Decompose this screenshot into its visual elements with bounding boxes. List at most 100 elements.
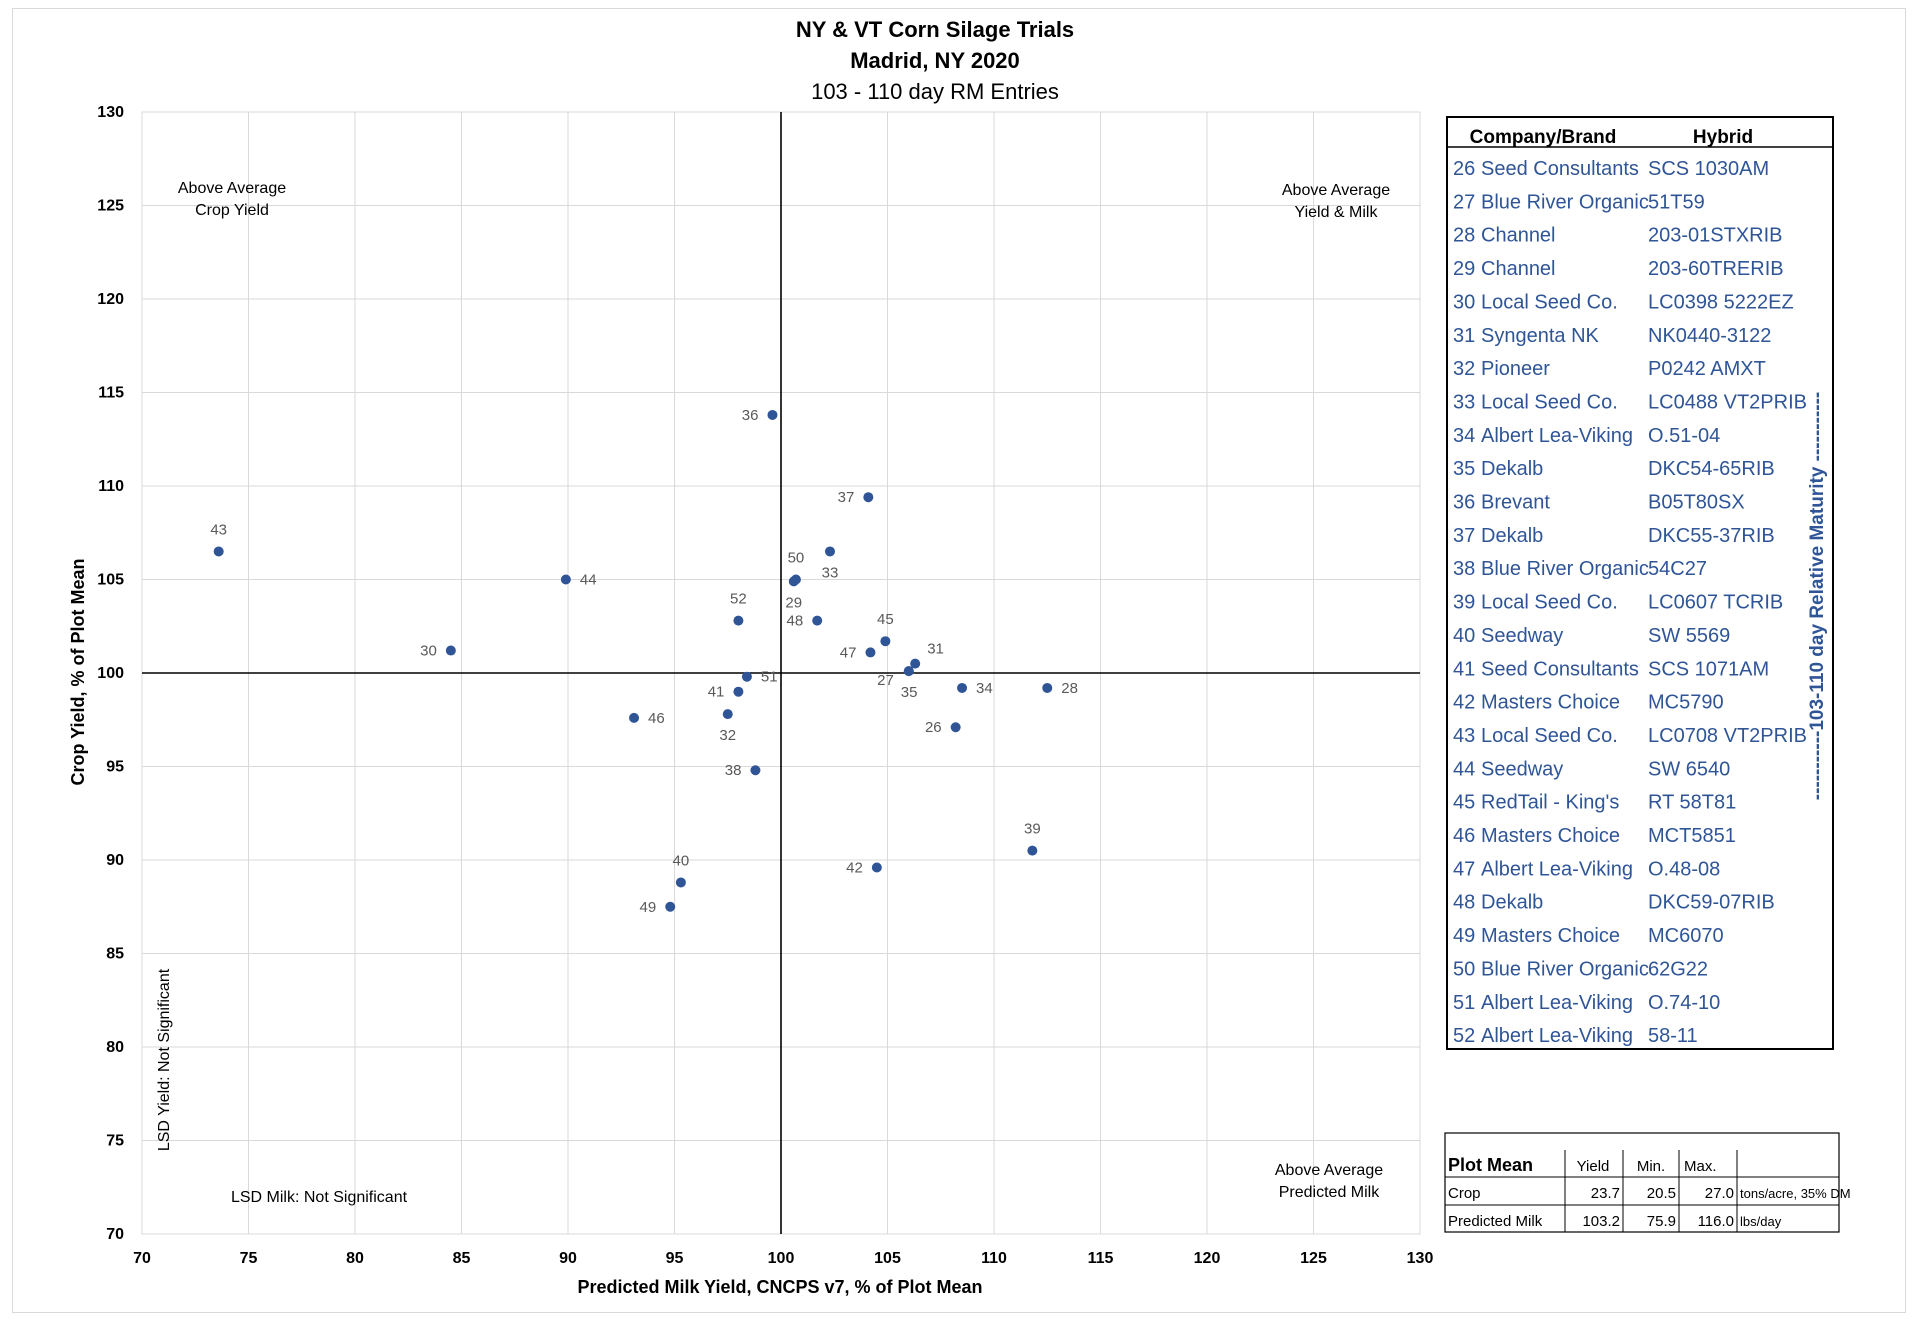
legend-hybrid: O.48-08 [1648, 858, 1720, 880]
legend-hybrid: SCS 1030AM [1648, 158, 1769, 180]
lsd-milk-note: LSD Milk: Not Significant [231, 1189, 408, 1206]
legend-box [1446, 116, 1834, 1050]
point-label-28: 28 [1061, 680, 1078, 697]
relative-maturity-label: -----------103-110 day Relative Maturity… [1807, 392, 1828, 801]
point-label-41: 41 [708, 684, 725, 701]
legend-entry-number: 46 [1453, 825, 1475, 847]
data-point-47 [865, 647, 876, 658]
legend-hybrid: LC0708 VT2PRIB [1648, 725, 1807, 747]
lsd-yield-note: LSD Yield: Not Significant [156, 968, 173, 1151]
legend-entry-number: 30 [1453, 291, 1475, 313]
x-tick-label: 75 [240, 1250, 258, 1267]
point-label-39: 39 [1024, 821, 1041, 838]
legend-hybrid: RT 58T81 [1648, 792, 1736, 814]
plot-mean-milk-unit: lbs/day [1740, 1214, 1782, 1229]
y-tick-label: 75 [106, 1133, 124, 1150]
legend-hybrid: DKC54-65RIB [1648, 458, 1775, 480]
legend-entry-number: 41 [1453, 658, 1475, 680]
legend-company: Dekalb [1481, 458, 1543, 480]
legend-entry-number: 37 [1453, 525, 1475, 547]
plot-mean-table: Plot Mean Yield Min. Max. Crop 23.7 20.5… [1444, 1132, 1851, 1233]
data-point-31 [910, 658, 921, 669]
data-point-43 [213, 546, 224, 557]
legend-company: Seedway [1481, 625, 1563, 647]
data-point-49 [665, 901, 676, 912]
chart-subtitle-rm: 103 - 110 day RM Entries [811, 79, 1059, 104]
x-tick-label: 85 [453, 1250, 471, 1267]
legend-company: Albert Lea-Viking [1481, 992, 1633, 1014]
chart-title: NY & VT Corn Silage Trials [796, 17, 1074, 42]
x-tick-label: 95 [666, 1250, 684, 1267]
plot-mean-header-max: Max. [1684, 1158, 1717, 1175]
plot-mean-title: Plot Mean [1448, 1155, 1533, 1175]
legend-hybrid: P0242 AMXT [1648, 358, 1766, 380]
legend-company: Masters Choice [1481, 925, 1620, 947]
plot-mean-crop-label: Crop [1448, 1185, 1481, 1202]
hybrid-legend: Company/Brand Hybrid 26 Seed Consultants S… [1446, 116, 1834, 1050]
reference-lines [142, 112, 1420, 1234]
legend-company: Seed Consultants [1481, 158, 1639, 180]
x-tick-label: 70 [133, 1250, 151, 1267]
point-label-48: 48 [787, 613, 804, 630]
legend-hybrid: 58-11 [1648, 1025, 1698, 1047]
point-label-26: 26 [925, 719, 942, 736]
data-point-44 [560, 574, 571, 585]
axis-ticks: 70 75 80 85 90 95 100 105 110 115 120 125 130 70 75 80 8… [97, 104, 1433, 1267]
x-tick-label: 90 [559, 1250, 577, 1267]
x-tick-label: 110 [981, 1250, 1007, 1267]
point-label-34: 34 [976, 680, 993, 697]
plot-mean-header-min: Min. [1637, 1158, 1665, 1175]
y-tick-label: 110 [98, 478, 124, 495]
point-label-51: 51 [761, 669, 778, 686]
legend-company: Syngenta NK [1481, 325, 1600, 347]
legend-hybrid: LC0607 TCRIB [1648, 592, 1783, 614]
legend-company: Local Seed Co. [1481, 391, 1618, 413]
point-label-43: 43 [210, 521, 227, 538]
x-tick-label: 80 [346, 1250, 364, 1267]
data-point-35 [903, 666, 914, 677]
x-tick-label: 125 [1300, 1250, 1327, 1267]
legend-hybrid: 203-60TRERIB [1648, 258, 1784, 280]
data-point-36 [767, 409, 778, 420]
point-label-30: 30 [420, 643, 437, 660]
legend-entry-number: 35 [1453, 458, 1475, 480]
legend-company: Pioneer [1481, 358, 1550, 380]
legend-entry-number: 31 [1453, 325, 1475, 347]
quadrant-top-right-line1: Above Average [1282, 182, 1390, 199]
legend-hybrid: MCT5851 [1648, 825, 1736, 847]
legend-entry-number: 52 [1453, 1025, 1475, 1047]
legend-entry-number: 47 [1453, 858, 1475, 880]
point-label-49: 49 [640, 899, 657, 916]
legend-entry-number: 27 [1453, 191, 1475, 213]
x-axis-title: Predicted Milk Yield, CNCPS v7, % of Plo… [577, 1277, 982, 1297]
legend-hybrid: B05T80SX [1648, 492, 1745, 514]
legend-company: Albert Lea-Viking [1481, 425, 1633, 447]
point-label-27: 27 [877, 672, 894, 689]
y-tick-label: 115 [98, 385, 124, 402]
legend-company: Blue River Organic [1481, 958, 1649, 980]
legend-hybrid: LC0488 VT2PRIB [1648, 391, 1807, 413]
legend-entry-number: 45 [1453, 792, 1475, 814]
legend-entry-number: 32 [1453, 358, 1475, 380]
legend-entry-number: 28 [1453, 225, 1475, 247]
data-point-30 [445, 645, 456, 656]
plot-mean-crop-yield: 23.7 [1591, 1185, 1620, 1202]
y-tick-label: 125 [97, 198, 124, 215]
x-tick-label: 115 [1088, 1250, 1114, 1267]
point-label-46: 46 [648, 710, 665, 727]
legend-company: Local Seed Co. [1481, 725, 1618, 747]
quadrant-bottom-right-line1: Above Average [1275, 1162, 1383, 1179]
data-point-34 [957, 682, 968, 693]
plot-mean-crop-max: 27.0 [1705, 1185, 1734, 1202]
legend-entry-number: 36 [1453, 492, 1475, 514]
y-tick-label: 80 [106, 1039, 124, 1056]
legend-hybrid: SCS 1071AM [1648, 658, 1769, 680]
y-tick-label: 100 [97, 665, 124, 682]
legend-company: Masters Choice [1481, 825, 1620, 847]
legend-hybrid: DKC59-07RIB [1648, 892, 1775, 914]
legend-entry-number: 40 [1453, 625, 1475, 647]
y-tick-label: 90 [106, 852, 124, 869]
legend-entry-number: 43 [1453, 725, 1475, 747]
data-point-52 [733, 615, 744, 626]
y-tick-label: 105 [97, 572, 124, 589]
